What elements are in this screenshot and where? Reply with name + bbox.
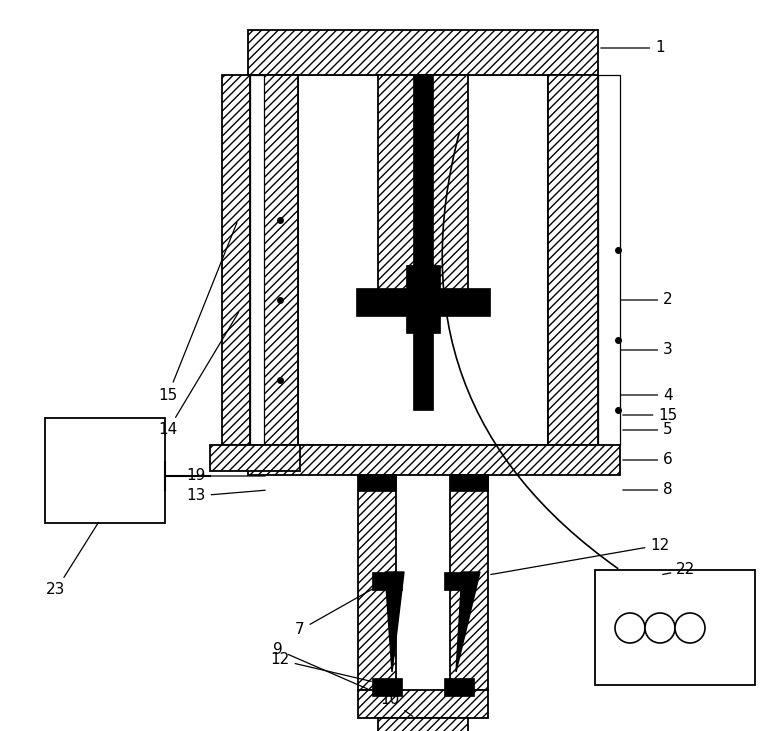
Bar [378,75,468,290]
Text: 1: 1 [601,40,665,56]
Polygon shape [385,572,404,672]
Text: 23: 23 [47,523,99,597]
Bar [450,475,488,690]
Circle shape [615,613,645,643]
Text: 7: 7 [295,580,390,637]
Text: 15: 15 [622,407,678,423]
Bar [222,75,250,445]
Text: 4: 4 [621,387,673,403]
Text: 8: 8 [622,482,673,498]
Circle shape [675,613,705,643]
Text: 19: 19 [186,469,265,483]
Bar [358,475,396,491]
Text: 12: 12 [271,653,371,681]
Bar [358,475,396,690]
Text: 9: 9 [273,643,367,689]
Bar [248,445,620,475]
Bar [413,75,433,410]
Bar [450,475,488,491]
Bar [548,75,598,445]
Bar [444,572,474,590]
Bar [248,30,598,75]
Text: 14: 14 [159,312,239,437]
Bar [595,570,755,685]
Text: 5: 5 [622,423,673,437]
Text: 13: 13 [186,488,265,504]
Bar [358,690,488,718]
Bar [248,75,298,445]
Polygon shape [456,572,480,672]
Text: 2: 2 [621,292,673,308]
Bar [210,445,300,471]
Text: 15: 15 [159,222,237,403]
Bar [372,572,402,590]
Text: 6: 6 [622,452,673,468]
Text: 22: 22 [663,562,696,577]
Bar [598,75,620,445]
Text: 3: 3 [621,343,673,357]
Bar [356,288,490,316]
Text: 12: 12 [491,537,670,575]
Bar [444,678,474,696]
Text: 10: 10 [380,692,413,716]
Bar [298,75,548,445]
Bar [45,418,165,523]
Bar [378,718,468,731]
Bar [406,265,440,333]
Bar [250,75,264,445]
Circle shape [645,613,675,643]
Bar [372,678,402,696]
